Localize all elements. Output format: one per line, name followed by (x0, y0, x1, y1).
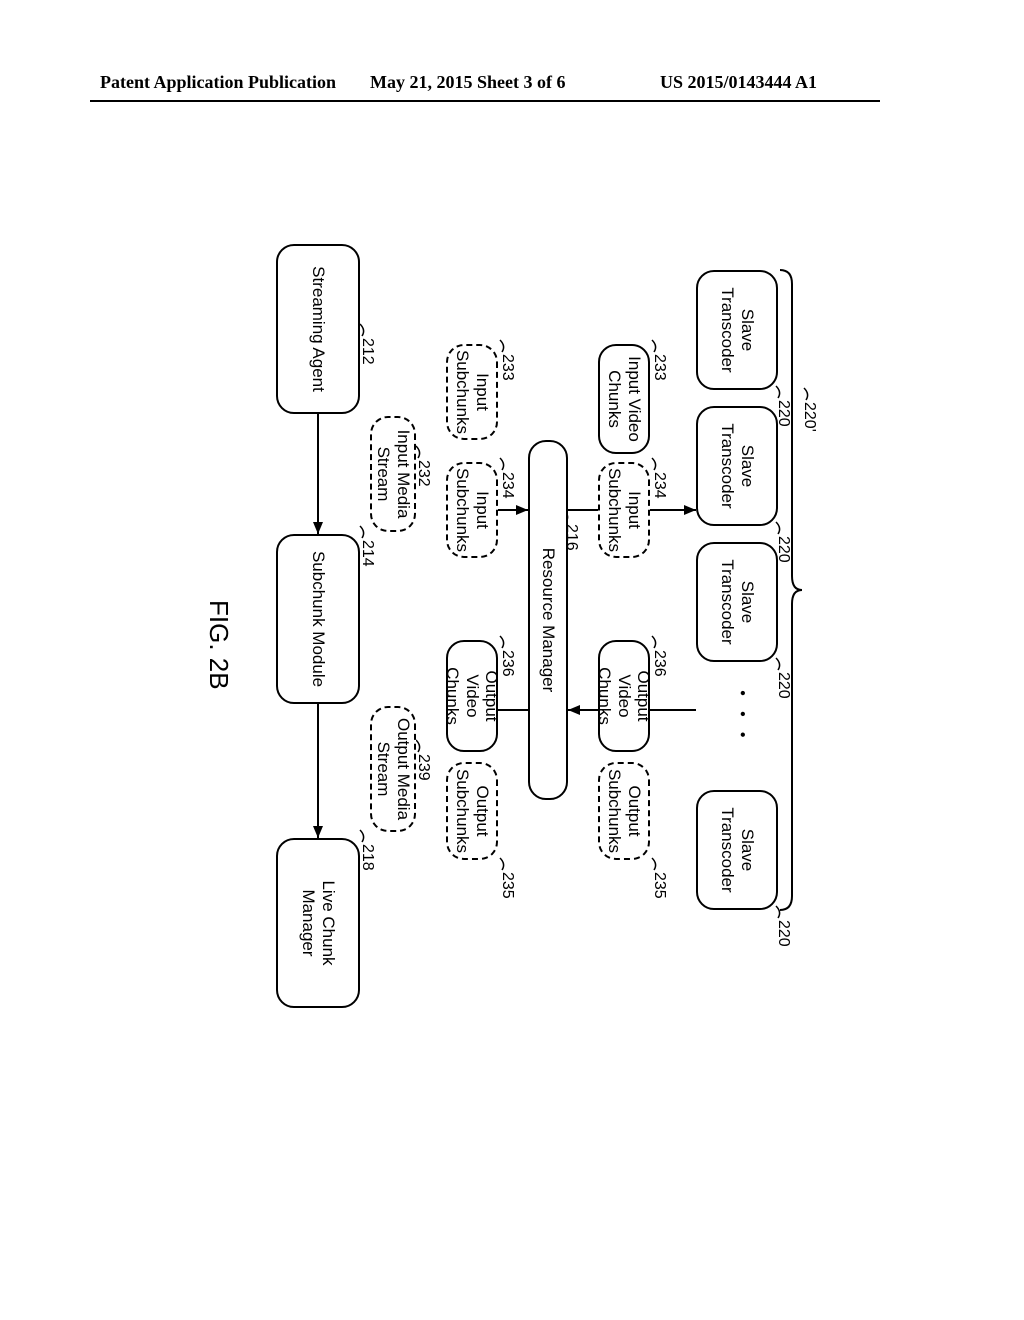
inputVideoChunks1: Input VideoChunks (598, 344, 650, 454)
inputSubchunksB: InputSubchunks (446, 462, 498, 558)
slave-transcoder-2-ref: 220 (774, 672, 792, 699)
liveChunkManager-ref: 218 (358, 844, 376, 871)
outputSubchunks2: OutputSubchunks (446, 762, 498, 860)
resource-manager: Resource Manager (528, 440, 568, 800)
slave-transcoder-3-ref: 220 (774, 920, 792, 947)
page: Patent Application Publication May 21, 2… (0, 0, 1024, 1320)
streamingAgent: Streaming Agent (276, 244, 360, 414)
outputMediaStream: Output MediaStream (370, 706, 416, 832)
group-220-ref: 220' (800, 402, 818, 432)
outputSubchunks1-ref: 235 (650, 872, 668, 899)
resource-manager-ref: 216 (562, 524, 580, 551)
inputMediaStream: Input MediaStream (370, 416, 416, 532)
streamingAgent-ref: 212 (358, 338, 376, 365)
header-left: Patent Application Publication (100, 72, 336, 93)
header-mid: May 21, 2015 Sheet 3 of 6 (370, 72, 565, 93)
header-right: US 2015/0143444 A1 (660, 72, 817, 93)
inputSubchunksB-ref: 234 (498, 472, 516, 499)
outputSubchunks2-ref: 235 (498, 872, 516, 899)
slave-transcoder-0: Slave Transcoder (696, 270, 778, 390)
inputVideoChunks1-ref: 233 (650, 354, 668, 381)
inputSubchunks1-ref: 234 (650, 472, 668, 499)
diagram: FIG. 2B 220' Slave Transcoder 220 Slave Tra… (202, 210, 822, 1110)
inputSubchunks1: InputSubchunks (598, 462, 650, 558)
outputMediaStream-ref: 239 (414, 754, 432, 781)
outputSubchunks1: OutputSubchunks (598, 762, 650, 860)
inputMediaStream-ref: 232 (414, 460, 432, 487)
outputVideoChunks2: Output VideoChunks (446, 640, 498, 752)
subchunkModule: Subchunk Module (276, 534, 360, 704)
inputSubchunksA: InputSubchunks (446, 344, 498, 440)
header-rule (90, 100, 880, 102)
outputVideoChunks1: Output VideoChunks (598, 640, 650, 752)
slave-transcoder-2: Slave Transcoder (696, 542, 778, 662)
slave-transcoder-1: Slave Transcoder (696, 406, 778, 526)
subchunkModule-ref: 214 (358, 540, 376, 567)
inputSubchunksA-ref: 233 (498, 354, 516, 381)
outputVideoChunks1-ref: 236 (650, 650, 668, 677)
slave-transcoder-3: Slave Transcoder (696, 790, 778, 910)
figure-label: FIG. 2B (203, 600, 234, 690)
ellipsis: ● ● ● (737, 690, 748, 744)
outputVideoChunks2-ref: 236 (498, 650, 516, 677)
liveChunkManager: Live ChunkManager (276, 838, 360, 1008)
